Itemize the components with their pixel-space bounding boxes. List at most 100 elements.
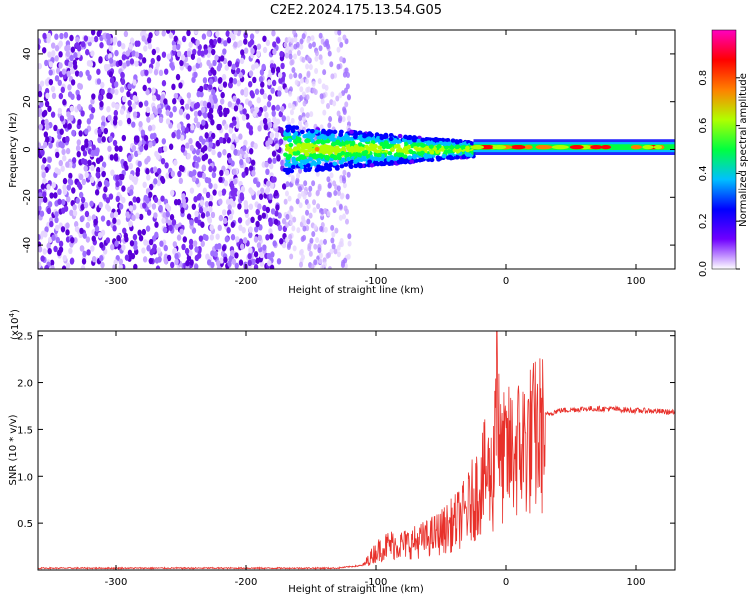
- heatmap-cell: [148, 191, 153, 198]
- heatmap-cell: [268, 138, 273, 145]
- heatmap-cell: [100, 81, 105, 89]
- heatmap-cell: [132, 111, 138, 118]
- heatmap-cell: [250, 159, 256, 166]
- heatmap-cell: [407, 155, 413, 160]
- heatmap-cell: [217, 37, 222, 44]
- heatmap-cell: [270, 251, 275, 258]
- heatmap-cell: [343, 205, 348, 212]
- heatmap-cell: [271, 79, 277, 87]
- heatmap-cell: [179, 59, 184, 67]
- heatmap-cell: [172, 105, 177, 113]
- heatmap-cell: [175, 73, 181, 81]
- heatmap-cell: [217, 190, 223, 197]
- heatmap-cell: [312, 199, 317, 206]
- heatmap-cell: [429, 150, 435, 155]
- heatmap-cell: [42, 178, 47, 185]
- heatmap-cell: [188, 249, 193, 257]
- heatmap-cell: [140, 129, 146, 136]
- heatmap-cell: [262, 35, 267, 42]
- heatmap-cell: [412, 141, 417, 147]
- y-tick-label: 0.5: [17, 519, 33, 530]
- heatmap-cell: [115, 180, 120, 188]
- heatmap-cell: [141, 57, 147, 64]
- heatmap-cell: [268, 162, 274, 170]
- heatmap-cell: [62, 177, 68, 185]
- heatmap-cell: [207, 47, 212, 54]
- heatmap-cell: [512, 144, 526, 150]
- heatmap-cell: [39, 101, 44, 108]
- heatmap-cell: [236, 80, 241, 87]
- heatmap-cell: [38, 241, 42, 248]
- heatmap-cell: [256, 181, 261, 188]
- heatmap-cell: [286, 244, 291, 251]
- heatmap-cell: [230, 249, 235, 257]
- heatmap-cell: [196, 121, 201, 129]
- heatmap-cell: [131, 145, 137, 152]
- heatmap-cell: [319, 124, 324, 131]
- snr-y-label: SNR (10 * v/v): [8, 414, 19, 485]
- heatmap-cell: [201, 33, 207, 40]
- heatmap-cell: [344, 67, 349, 74]
- heatmap-cell: [317, 185, 322, 192]
- heatmap-cell: [241, 227, 246, 234]
- heatmap-cell: [150, 57, 155, 65]
- heatmap-cell: [203, 83, 208, 91]
- heatmap-cell: [99, 100, 104, 108]
- heatmap-cell: [346, 171, 351, 178]
- heatmap-cell: [340, 261, 345, 268]
- heatmap-cell: [188, 243, 194, 250]
- heatmap-cell: [47, 156, 52, 163]
- heatmap-cell: [166, 254, 172, 262]
- heatmap-cell: [218, 76, 223, 84]
- heatmap-cell: [133, 244, 138, 251]
- heatmap-cell: [289, 59, 294, 66]
- heatmap-cell: [90, 50, 95, 57]
- heatmap-cell: [181, 197, 186, 205]
- heatmap-cell: [118, 258, 124, 265]
- heatmap-cell: [164, 68, 169, 75]
- heatmap-cell: [89, 36, 95, 43]
- heatmap-cell: [71, 187, 76, 194]
- heatmap-cell: [296, 146, 301, 151]
- heatmap-cell: [45, 92, 50, 99]
- heatmap-cell: [330, 224, 335, 231]
- heatmap-cell: [160, 157, 166, 165]
- heatmap-cell: [151, 203, 157, 210]
- heatmap-cell: [132, 95, 137, 102]
- heatmap-cell: [216, 260, 221, 267]
- heatmap-cell: [102, 32, 107, 40]
- heatmap-cell: [244, 203, 249, 210]
- heatmap-cell: [188, 170, 193, 178]
- heatmap-cell: [197, 110, 202, 117]
- heatmap-cell: [249, 33, 255, 40]
- heatmap-cell: [70, 46, 76, 53]
- heatmap-cell: [190, 101, 195, 108]
- heatmap-cell: [53, 124, 58, 132]
- heatmap-cell: [316, 160, 322, 165]
- heatmap-cell: [288, 90, 293, 97]
- heatmap-cell: [206, 30, 211, 37]
- heatmap-cell: [105, 180, 110, 188]
- heatmap-cell: [179, 228, 184, 235]
- snr-y-multiplier-base: (x10: [10, 317, 21, 340]
- heatmap-cell: [348, 163, 354, 168]
- heatmap-cell: [38, 107, 43, 115]
- heatmap-cell: [95, 171, 100, 178]
- heatmap-cell: [109, 77, 115, 84]
- heatmap-cell: [93, 149, 98, 156]
- heatmap-cell: [335, 95, 340, 102]
- heatmap-cell: [294, 179, 299, 186]
- heatmap-cell: [251, 64, 256, 71]
- heatmap-cell: [54, 167, 59, 174]
- heatmap-cell: [334, 227, 339, 234]
- heatmap-cell: [68, 172, 73, 180]
- heatmap-cell: [157, 107, 162, 115]
- heatmap-cell: [379, 135, 385, 141]
- heatmap-cell: [278, 77, 283, 84]
- heatmap-cell: [42, 157, 47, 164]
- heatmap-cell: [243, 237, 248, 244]
- heatmap-cell: [85, 49, 90, 56]
- heatmap-cell: [257, 203, 262, 210]
- heatmap-cell: [201, 119, 206, 126]
- heatmap-cell: [280, 62, 285, 70]
